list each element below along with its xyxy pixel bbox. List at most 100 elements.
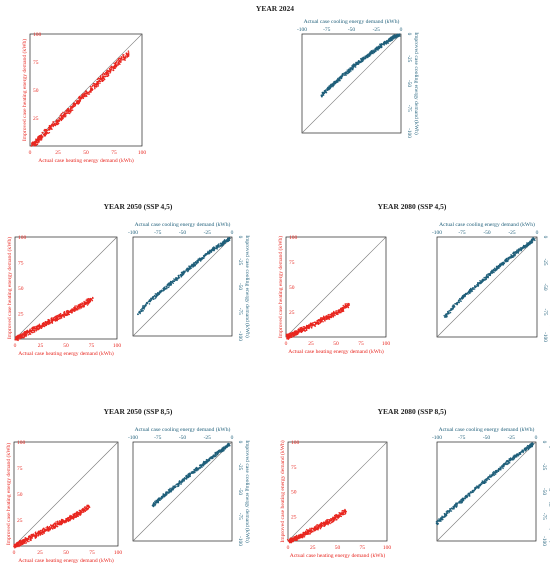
scatter-point <box>310 322 313 325</box>
scatter-point <box>38 136 41 139</box>
scatter-point <box>485 481 487 484</box>
scatter-point <box>510 458 513 460</box>
scatter-point <box>352 64 354 66</box>
scatter-point <box>377 48 379 50</box>
scatter-point <box>333 314 336 316</box>
y-tick-label: 75 <box>33 60 39 66</box>
y-tick-label: 50 <box>18 286 24 292</box>
scatter-point <box>506 260 508 263</box>
scatter-point <box>66 309 69 312</box>
scatter-point <box>117 63 119 65</box>
x-tick-label: -50 <box>179 435 187 441</box>
data-point <box>506 259 508 261</box>
x-tick-label: 100 <box>383 545 392 551</box>
y-tick-label: 100 <box>17 440 26 446</box>
scatter-point <box>507 256 510 259</box>
scatter-point <box>494 269 497 271</box>
x-tick-label: 50 <box>335 545 341 551</box>
scatter-point <box>309 324 312 327</box>
data-point <box>516 251 518 253</box>
scatter-point <box>319 318 322 320</box>
data-point <box>370 51 373 54</box>
scatter-point <box>212 457 214 460</box>
scatter-point <box>77 307 79 309</box>
scatter-point <box>323 522 325 524</box>
data-point <box>335 312 337 314</box>
y-tick-label: 75 <box>18 261 24 267</box>
x-tick-label: 75 <box>89 343 95 349</box>
scatter-point <box>79 303 82 305</box>
scatter-point <box>292 335 295 338</box>
scatter-point <box>468 493 471 496</box>
scatter-point <box>187 267 189 270</box>
scatter-point <box>217 450 219 453</box>
scatter-point <box>435 520 438 523</box>
plot-frame <box>436 236 538 338</box>
panel-title-2050-ssp45: YEAR 2050 (SSP 4,5) <box>104 202 173 211</box>
y-tick-label: 75 <box>289 260 295 266</box>
y-axis-label: Improved case heating energy demand (kWh… <box>5 443 12 545</box>
plot-frame <box>132 441 233 542</box>
scatter-point <box>515 456 517 458</box>
scatter-point <box>360 58 363 61</box>
data-point <box>58 119 61 122</box>
scatter-point <box>61 115 63 117</box>
scatter-point <box>337 313 339 316</box>
scatter-point <box>35 535 38 538</box>
data-point <box>324 90 327 93</box>
scatter-point <box>153 294 156 297</box>
x-tick-label: 50 <box>63 343 69 349</box>
data-point <box>331 314 333 316</box>
scatter-point <box>380 43 383 46</box>
scatter-point <box>120 59 122 61</box>
data-point <box>312 528 315 531</box>
scatter-point <box>361 60 364 63</box>
data-point <box>157 292 160 295</box>
x-tick-label: 25 <box>308 341 314 347</box>
scatter-point <box>497 470 500 472</box>
scatter-point <box>44 130 47 132</box>
data-point <box>362 57 365 60</box>
data-point <box>206 252 209 255</box>
y-tick-label: 75 <box>291 465 297 471</box>
scatter-point <box>70 518 72 521</box>
scatter-point <box>344 73 346 76</box>
scatter-point <box>169 489 172 492</box>
data-point <box>320 94 323 97</box>
scatter-point <box>384 42 387 44</box>
scatter-point <box>212 455 215 458</box>
scatter-point <box>37 135 40 138</box>
scatter-point <box>31 142 33 145</box>
scatter-point <box>452 508 454 510</box>
scatter-point <box>471 290 474 292</box>
data-point <box>30 329 33 332</box>
scatter-point <box>223 449 225 452</box>
scatter-point <box>43 527 45 530</box>
data-point <box>196 467 199 470</box>
scatter-point <box>316 524 318 526</box>
data-point <box>221 448 224 451</box>
scatter-point <box>325 318 327 321</box>
scatter-point <box>82 507 84 510</box>
data-point <box>161 495 164 498</box>
data-point <box>137 313 139 316</box>
scatter-point <box>308 533 311 535</box>
data-point <box>340 75 343 78</box>
scatter-point <box>207 251 210 254</box>
data-point <box>390 38 393 40</box>
scatter-point <box>127 53 130 56</box>
y-tick-label: -75 <box>542 308 548 315</box>
data-point <box>62 520 65 522</box>
x-tick-label: 25 <box>310 545 316 551</box>
scatter-point <box>168 488 171 491</box>
scatter-point <box>437 520 439 523</box>
x-tick-label: -25 <box>204 435 212 441</box>
scatter-point <box>76 308 79 311</box>
x-tick-label: 0 <box>536 230 539 236</box>
scatter-point <box>48 131 51 134</box>
scatter-point <box>84 510 87 512</box>
scatter-point <box>115 65 118 68</box>
scatter-point <box>185 477 187 480</box>
